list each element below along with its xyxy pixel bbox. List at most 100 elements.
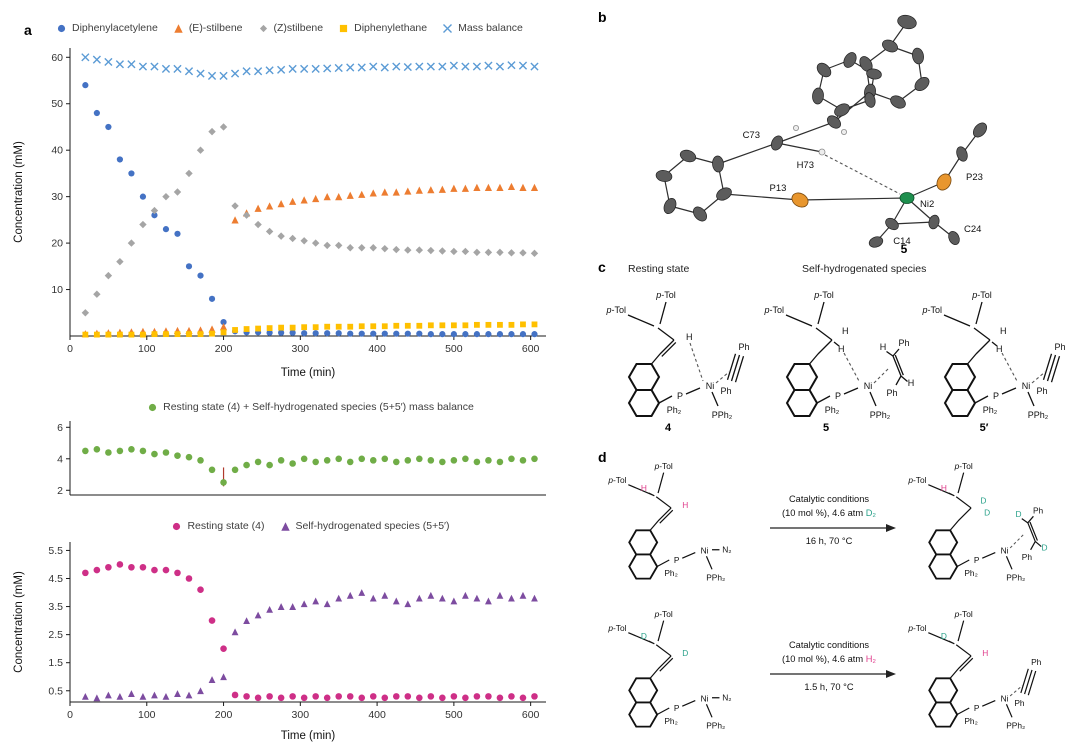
- ptol-label: p-Tol: [607, 475, 626, 485]
- circle-marker-icon: [57, 24, 66, 32]
- hydrogen-label: H: [880, 342, 887, 352]
- rxn1-conditions-line3: 16 h, 70 °C: [806, 536, 853, 546]
- hydrogen-label-pink: H: [641, 483, 647, 493]
- x-tick-label: 0: [67, 709, 73, 721]
- x-tick-label: 300: [292, 343, 310, 355]
- ph2-label: Ph₂: [667, 405, 682, 415]
- rxn2-reactant-backbone: [628, 677, 659, 728]
- atom-label-ni2: Ni2: [920, 199, 934, 210]
- series-diphenylethane: [82, 321, 538, 338]
- panel-a-label: a: [24, 22, 32, 38]
- x-tick-label: 200: [215, 709, 233, 721]
- rxn2-reactant: D p-Tol p-Tol D P Ph₂ Ni N₂ PPh₂: [607, 609, 731, 731]
- y-tick-label: 2.5: [48, 629, 63, 641]
- rxn2-reactant-bonds: [628, 620, 720, 718]
- ortep-bonds: [663, 21, 981, 243]
- legend-item: Resting state (4) + Self-hydrogenated sp…: [147, 401, 474, 413]
- hydrogen-label-pink: H: [682, 500, 688, 510]
- legend-label: Diphenylacetylene: [72, 22, 158, 34]
- structure-4-backbone: [628, 363, 660, 417]
- panel-c-figure: c Resting state Self-hydrogenated specie…: [598, 259, 1066, 434]
- panel-b-label: b: [598, 9, 607, 25]
- x-tick-label: 100: [138, 343, 156, 355]
- x-tick-label: 500: [445, 343, 463, 355]
- legend-label: Mass balance: [458, 22, 523, 34]
- phenyl-label: Ph: [720, 386, 731, 396]
- nickel-label: Ni: [701, 546, 709, 556]
- legend-label: Diphenylethane: [354, 22, 428, 34]
- rxn1-product-bonds: [928, 472, 1042, 570]
- hydrogen-label: H: [908, 378, 915, 388]
- deuterium-label: D: [984, 507, 990, 517]
- panel-d-figure: d H p-Tol p-Tol H P Ph₂ Ni N₂ PPh₂ Catal…: [598, 449, 1048, 731]
- phosphorus-label: P: [974, 703, 980, 713]
- phosphorus-label: P: [993, 391, 999, 401]
- phenyl-label: Ph: [1031, 657, 1042, 667]
- ptol-label: p-Tol: [763, 305, 784, 315]
- y-tick-label: 2: [57, 485, 63, 497]
- panel-d-label: d: [598, 449, 607, 465]
- x-tick-label: 0: [67, 343, 73, 355]
- structure-5-prime: p-Tol p-Tol H H P Ph₂ Ni PPh₂ Ph Ph 5′: [921, 290, 1065, 434]
- phosphorus-label: P: [677, 391, 683, 401]
- y-tick-label: 4.5: [48, 573, 63, 585]
- structure-5p-backbone: [944, 363, 976, 417]
- rxn2-product: D p-Tol p-Tol H P Ph₂ Ni PPh₂ Ph Ph: [907, 609, 1041, 731]
- ptol-label: p-Tol: [605, 305, 626, 315]
- chart-middle: 2 4 6: [57, 421, 546, 497]
- atom-label-c24: C24: [964, 224, 981, 235]
- triangle-marker-icon: [280, 521, 290, 531]
- chart-middle-legend: Resting state (4) + Self-hydrogenated sp…: [38, 399, 583, 415]
- deuterium-label: D: [941, 631, 947, 641]
- chart-bottom-legend: Resting state (4) Self-hydrogenated speci…: [38, 518, 583, 534]
- structure-4-dashes: [689, 342, 730, 384]
- x-tick-label: 300: [292, 709, 310, 721]
- self-hydrogenated-header: Self-hydrogenated species: [802, 263, 926, 275]
- nickel-atom: [899, 192, 915, 204]
- axes: [66, 542, 546, 706]
- rxn1-product: H p-Tol p-Tol D D P Ph₂ Ni PPh₂ Ph D D P…: [907, 461, 1047, 583]
- ptol-label: p-Tol: [654, 461, 673, 471]
- legend-item: Diphenylethane: [338, 22, 427, 34]
- pph2-label: PPh₂: [706, 572, 725, 582]
- phosphorus-atom: [936, 173, 952, 191]
- phosphorus-label: P: [674, 555, 680, 565]
- series-resting-state-4-: [82, 561, 538, 702]
- phenyl-label: Ph: [1022, 552, 1033, 562]
- nickel-label: Ni: [706, 381, 715, 391]
- y-tick-label: 40: [51, 145, 63, 157]
- hydrogen-label: H: [686, 332, 693, 342]
- structure-5-backbone: [786, 363, 818, 417]
- y-tick-label: 6: [57, 422, 63, 434]
- atom-label-h73: H73: [797, 160, 814, 171]
- pph2-label: PPh₂: [870, 410, 891, 420]
- hydrogen-label: H: [842, 326, 849, 336]
- axes: [66, 48, 546, 340]
- hydrogen-label-pink: H: [982, 648, 988, 658]
- legend-item: Self-hydrogenated species (5+5′): [280, 520, 450, 532]
- x-marker-icon: [443, 23, 453, 33]
- rxn2-product-backbone: [928, 677, 959, 728]
- deuterium-label: D: [1016, 509, 1022, 519]
- deuterium-label: D: [641, 631, 647, 641]
- atom-label-p13: P13: [770, 183, 787, 194]
- compound-number-5: 5: [823, 422, 829, 434]
- x-tick-label: 600: [522, 343, 540, 355]
- ptol-label: p-Tol: [654, 609, 673, 619]
- legend-item: Resting state (4): [171, 520, 265, 532]
- series-diphenylacetylene: [82, 82, 538, 338]
- pph2-label: PPh₂: [1006, 720, 1025, 730]
- ptol-label: p-Tol: [907, 475, 926, 485]
- panel-a: a Diphenylacetylene (E)-stilbene (Z)stilbe…: [8, 20, 583, 751]
- legend-label: Resting state (4): [187, 520, 265, 532]
- series--e-stilbene: [81, 182, 539, 338]
- phenyl-label: Ph: [1014, 698, 1025, 708]
- atom-label-c14: C14: [893, 236, 910, 247]
- rxn1-reactant-backbone: [628, 529, 659, 580]
- compound-number-5-xray: 5: [901, 242, 908, 256]
- legend-label: Self-hydrogenated species (5+5′): [295, 520, 450, 532]
- legend-label: (Z)stilbene: [273, 22, 324, 34]
- rxn1-reactant-bonds: [628, 472, 720, 570]
